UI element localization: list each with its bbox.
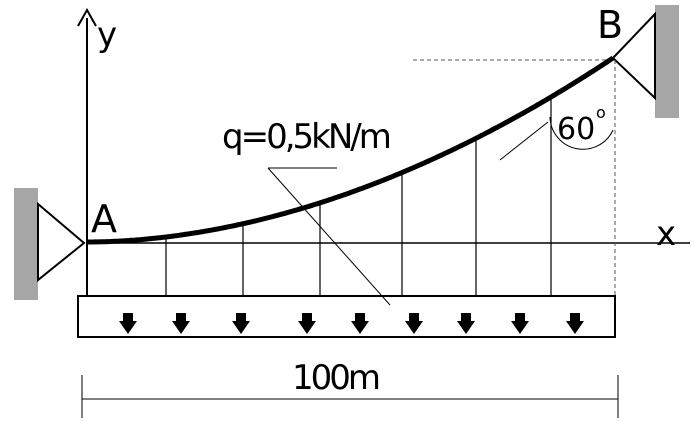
cable-curve <box>87 55 615 245</box>
load-arrow <box>405 313 423 334</box>
span-dimension <box>81 375 619 418</box>
load-arrow <box>298 313 316 334</box>
load-arrow <box>457 313 475 334</box>
left-support <box>14 188 86 300</box>
load-arrow <box>566 313 584 334</box>
load-arrow <box>511 313 529 334</box>
right-support <box>611 5 679 118</box>
point-b-label: B <box>597 3 623 47</box>
load-beam <box>77 295 616 338</box>
angle-marker <box>499 116 614 161</box>
x-axis-label: x <box>656 214 676 254</box>
point-a-label: A <box>91 197 117 241</box>
angle-label: 60 <box>557 112 595 147</box>
load-arrow <box>172 313 190 334</box>
load-leader <box>267 167 391 306</box>
load-arrow <box>119 313 137 334</box>
angle-degree: o <box>596 103 606 122</box>
load-arrows <box>119 313 584 334</box>
span-label: 100m <box>292 358 379 398</box>
load-arrow <box>351 313 369 334</box>
dashed-reference <box>413 59 616 296</box>
y-axis-label: y <box>97 15 117 55</box>
load-label: q=0,5kN/m <box>222 117 390 157</box>
hangers <box>86 97 552 296</box>
load-arrow <box>232 313 250 334</box>
